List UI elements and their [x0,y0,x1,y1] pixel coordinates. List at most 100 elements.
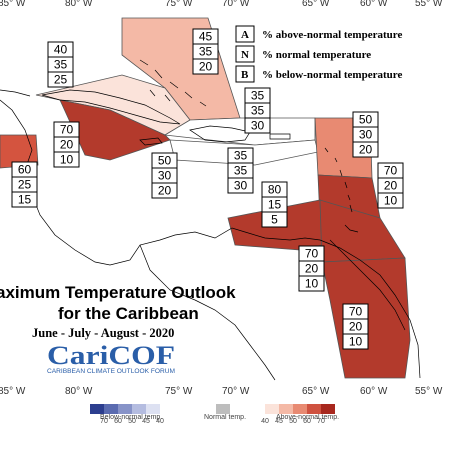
forecast-box-value: 25 [54,73,68,87]
coastline-bahamas [139,59,207,107]
legend-key-letter-n: N [241,49,249,61]
legend-key-letter-a: A [241,29,249,41]
forecast-box-cell [192,58,219,75]
colorbar-above-tick: 50 [289,418,297,425]
forecast-boxes: 4035254535207020106025155030203535303535… [11,28,404,350]
colorbar-below-tick: 70 [100,418,108,425]
forecast-box-value: 30 [234,179,248,193]
colorbar-above-tick: 70 [317,418,325,425]
forecast-box-value: 35 [234,164,248,178]
forecast-box-value: 45 [199,30,213,44]
forecast-box-value: 80 [268,183,282,197]
legend-key-text-b: % below-normal temperature [262,69,402,81]
forecast-box-value: 50 [158,154,172,168]
forecast-box-cell [261,211,288,228]
forecast-box-value: 10 [60,153,74,167]
forecast-box-value: 60 [18,163,32,177]
colorbar-below-tick: 45 [142,418,150,425]
lon-label-bottom: 65° W [302,386,330,397]
coastline-hispaniola [189,125,251,143]
forecast-box-cell [47,71,74,88]
colorbar-above-swatches: 40 45 50 60 70 [261,404,335,425]
legend-key-box-a [235,25,255,43]
colorbar: Below-normal temp. Normal temp. Above-no… [90,404,339,425]
lon-label-bottom: 80° W [65,386,93,397]
legend-key-text-n: % normal temperature [262,49,371,61]
lon-label-top: 65° W [302,0,330,9]
forecast-box-value: 35 [234,149,248,163]
colorbar-above-swatch [307,404,321,414]
colorbar-normal-label: Normal temp. [204,414,246,421]
forecast-box-value: 20 [199,60,213,74]
forecast-box-value: 30 [158,169,172,183]
colorbar-below-label: Below-normal temp. [100,414,162,421]
lon-label-top: 70° W [222,0,250,9]
map-title: aximum Temperature Outlook [0,283,236,302]
lon-label-top: 55° W [415,0,443,9]
forecast-box-cell [53,151,80,168]
forecast-box-value: 30 [251,119,265,133]
colorbar-above-swatch [293,404,307,414]
forecast-box-value: 25 [18,178,32,192]
forecast-box-value: 35 [251,104,265,118]
legend-key-letter-b: B [241,69,249,81]
forecast-box-value: 30 [359,128,373,142]
forecast-box-value: 40 [54,43,68,57]
title-block: aximum Temperature Outlook for the Carib… [0,283,236,340]
colorbar-below-swatch [104,404,118,414]
coastline-south-america-inner [139,244,276,381]
caricof-logo-tagline: CARIBBEAN CLIMATE OUTLOOK FORUM [47,369,175,375]
colorbar-normal-swatch [216,404,230,414]
forecast-box-value: 70 [384,164,398,178]
colorbar-above-tick: 60 [303,418,311,425]
forecast-box-value: 10 [384,194,398,208]
caricof-logo-text: CariCOF [47,341,175,370]
legend-key-text-a: % above-normal temperature [262,29,402,41]
forecast-box-value: 35 [54,58,68,72]
forecast-box-value: 70 [305,247,319,261]
lon-label-top: 85° W [0,0,26,9]
colorbar-above-tick: 40 [261,418,269,425]
lon-label-bottom: 85° W [0,386,26,397]
forecast-box-cell [298,275,325,292]
forecast-box-value: 5 [271,213,278,227]
coastline-lesser-antilles [324,147,359,233]
legend-key: A % above-normal temperature N % normal … [235,25,402,83]
forecast-box-cell [11,191,38,208]
forecast-box-value: 20 [158,184,172,198]
lon-label-bottom: 70° W [222,386,250,397]
colorbar-above-swatch [265,404,279,414]
lon-label-top: 80° W [65,0,93,9]
forecast-box-value: 10 [349,335,363,349]
colorbar-below-swatches: 70 60 50 45 40 [90,404,164,425]
colorbar-normal-swatch [216,404,230,414]
forecast-box-value: 20 [305,262,319,276]
forecast-box-value: 20 [349,320,363,334]
colorbar-above-tick: 45 [275,418,283,425]
coastline-puerto-rico [269,133,291,140]
colorbar-below-swatch [118,404,132,414]
forecast-box-cell [342,333,369,350]
forecast-box-value: 20 [359,143,373,157]
colorbar-below-tick: 40 [156,418,164,425]
coastline-gulf [0,89,31,97]
lon-label-bottom: 60° W [360,386,388,397]
colorbar-below-swatch [90,404,104,414]
coastline-cuba [41,89,181,125]
lon-label-top: 75° W [165,0,193,9]
colorbar-above-swatch [279,404,293,414]
coastline-guianas [329,239,406,331]
colorbar-above-swatch [321,404,335,414]
legend-key-box-b [235,65,255,83]
map-subtitle: for the Caribbean [58,304,199,323]
forecast-box-value: 15 [268,198,282,212]
